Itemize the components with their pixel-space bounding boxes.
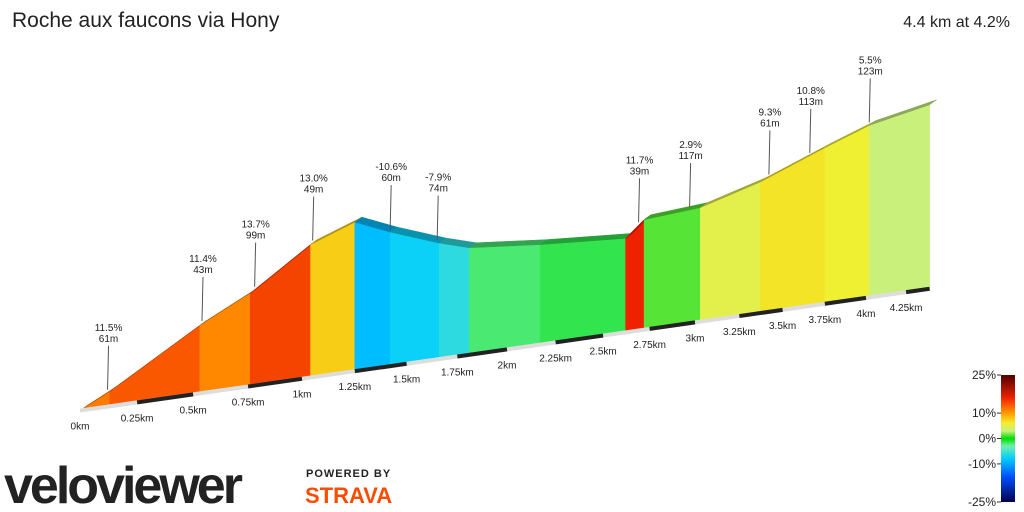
x-tick-label: 2km [498,360,517,371]
profile-segment [469,244,541,356]
annotation-length: 74m [428,184,447,195]
colorbar-tick-label: 10% [972,406,996,420]
x-tick-dash [649,320,696,331]
annotation-leader [768,130,771,175]
annotation-leader [689,162,692,207]
x-tick-label: 0.25km [121,413,154,424]
annotation-length: 61m [760,119,779,130]
x-tick-label: 3.5km [769,321,796,332]
annotation-leader [254,242,257,287]
profile-segment [539,238,626,345]
chart-title: Roche aux faucons via Hony [12,9,280,32]
annotation-leader [389,185,392,230]
profile-segment [250,243,311,387]
annotation-length: 123m [858,66,883,77]
colorbar-tick-label: 0% [979,432,997,446]
profile-segment [824,125,870,305]
annotation-gradient: 11.5% [95,323,123,334]
annotation-gradient: 10.8% [797,86,825,97]
x-tick-label: 1.25km [338,382,371,393]
profile-segment [438,242,470,360]
annotation-leader [201,276,204,322]
annotation-gradient: 13.7% [241,220,269,231]
annotation-gradient: 9.3% [758,108,781,119]
profile-segment [643,207,701,330]
annotation-leader [107,345,110,390]
x-tick-label: 4km [857,309,876,320]
x-tick-label: 2.25km [539,353,572,364]
x-tick-dash [247,376,303,389]
x-tick-label: 2.75km [633,340,666,351]
annotation-length: 113m [799,97,823,108]
annotation-gradient: -7.9% [425,173,451,184]
annotation-gradient: 11.7% [626,155,654,166]
x-tick-dash [739,307,783,319]
x-tick-dash [905,286,930,295]
x-tick-label: 0km [71,422,90,433]
x-tick-label: 1.5km [393,375,420,386]
brand-name: veloviewer [4,457,243,512]
annotation-leader [809,108,812,153]
annotation-length: 117m [678,151,702,162]
annotation-leader [868,78,871,123]
annotation-length: 61m [99,334,118,345]
x-tick-dash [354,361,407,374]
profile-segment [310,221,356,378]
profile-segment [389,231,440,367]
annotation-length: 60m [381,173,400,184]
x-tick-label: 0.5km [180,405,207,416]
profile-segment [199,292,251,394]
x-tick-label: 2.5km [590,347,617,358]
annotation-length: 43m [193,265,212,276]
colorbar-tick-label: -10% [968,457,996,471]
annotation-leader [436,195,439,240]
x-tick-label: 1.75km [441,367,474,378]
x-tick-dash [457,347,508,359]
colorbar-tick-label: -25% [968,495,996,509]
x-tick-label: 4.25km [890,303,923,314]
annotation-gradient: 2.9% [679,140,702,151]
summary: 4.4 km at 4.2% [903,14,1010,31]
annotation-length: 99m [246,231,265,242]
annotation-gradient: 13.0% [299,173,327,184]
annotation-gradient: 11.4% [189,254,217,265]
powered-by: POWERED BY [306,468,391,480]
x-tick-dash [136,392,194,405]
annotation-leader [638,178,641,223]
x-tick-label: 3km [686,333,705,344]
profile-top-surface [869,99,937,126]
annotation-gradient: -10.6% [375,162,407,173]
annotation-length: 39m [630,166,649,177]
x-tick-label: 0.75km [232,397,265,408]
x-tick-label: 1km [293,390,312,401]
x-tick-label: 3.25km [723,327,756,338]
profile-segment [760,147,826,314]
x-tick-dash [555,333,604,345]
colorbar-tick-label: 25% [972,368,996,382]
strava: STRAVA [305,483,392,508]
colorbar [1001,375,1015,502]
annotation-length: 49m [304,184,323,195]
profile-segment [868,104,930,298]
x-tick-label: 3.75km [808,315,841,326]
x-tick-dash [824,295,867,306]
annotation-gradient: 5.5% [859,55,882,66]
profile-segment [354,221,391,372]
brand-name-text: veloviewer [4,457,243,512]
annotation-leader [312,196,315,241]
